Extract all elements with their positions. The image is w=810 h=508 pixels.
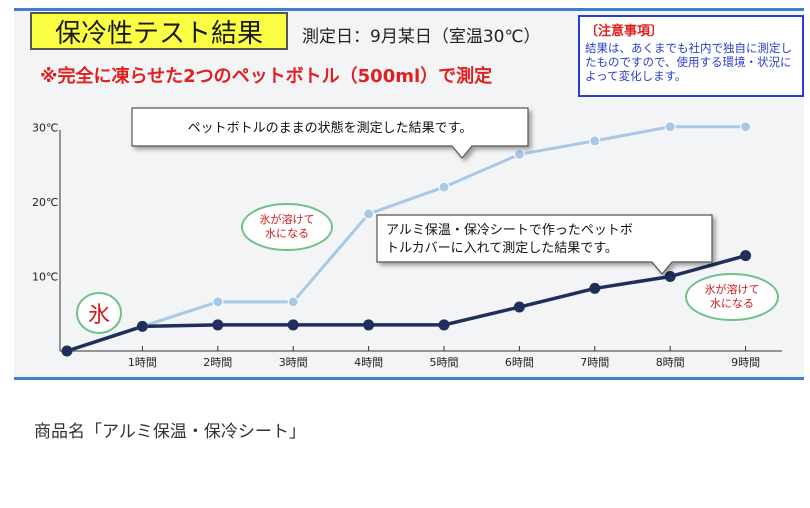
notice-body: 結果は、あくまでも社内で独自に測定したものですので、使用する環境・状況によって変…	[585, 41, 792, 83]
ice-label-bubble	[76, 292, 122, 334]
data-point	[589, 282, 601, 294]
callout-cover-text: アルミ保温・保冷シートで作ったペットボ	[386, 223, 633, 238]
x-tick-label: 9時間	[731, 356, 760, 369]
y-tick-label: 20℃	[32, 196, 58, 209]
data-point	[513, 148, 525, 160]
data-point	[212, 319, 224, 331]
data-point	[740, 121, 752, 133]
data-point	[513, 301, 525, 313]
data-point	[287, 319, 299, 331]
y-tick-label: 30℃	[32, 122, 58, 135]
data-point	[61, 345, 73, 357]
melt-bubble-2	[685, 273, 779, 321]
notice-title: 〔注意事項〕	[585, 24, 664, 39]
chart-subtitle: ※完全に凍らせた2つのペットボトル（500ml）で測定	[40, 66, 493, 87]
data-point	[363, 208, 375, 220]
data-point	[740, 250, 752, 262]
melt-bubble-1-text: 氷が溶けて	[260, 212, 315, 226]
x-tick-label: 8時間	[656, 356, 685, 369]
series-line-1	[66, 125, 746, 353]
data-point	[363, 319, 375, 331]
ice-label: 氷	[88, 303, 110, 328]
data-point	[664, 121, 676, 133]
x-tick-label: 6時間	[505, 356, 534, 369]
chart-title: 保冷性テスト結果	[30, 12, 288, 50]
x-tick-label: 3時間	[279, 356, 308, 369]
data-point	[438, 181, 450, 193]
x-tick-label: 5時間	[430, 356, 459, 369]
chart-title-text: 保冷性テスト結果	[54, 18, 263, 49]
callout-cover-box	[376, 214, 713, 275]
temperature-line-chart: 10℃ 20℃ 30℃ 1時間 2時間 3時間 4時間 5時間 6時間 7時間 8時間 9時間 氷 ペッ…	[32, 107, 782, 369]
melt-bubble-1	[241, 203, 333, 251]
callout-cover-text: トルカバーに入れて測定した結果です。	[386, 241, 618, 256]
callout-bottle-text: ペットボトルのままの状態を測定した結果です。	[188, 120, 473, 136]
x-tick-label: 7時間	[580, 356, 609, 369]
x-tick-label: 4時間	[354, 356, 383, 369]
melt-bubble-1-text: 水になる	[265, 227, 309, 240]
data-point	[438, 319, 450, 331]
data-point	[287, 296, 299, 308]
data-point	[136, 320, 148, 332]
x-tick-label: 2時間	[203, 356, 232, 369]
callout-bottle-box	[131, 107, 529, 159]
series-line-2	[66, 253, 747, 353]
product-name: 商品名「アルミ保温・保冷シート」	[34, 422, 306, 442]
data-point	[212, 296, 224, 308]
notice-box: 〔注意事項〕 結果は、あくまでも社内で独自に測定したものですので、使用する環境・…	[578, 15, 804, 97]
data-point	[589, 135, 601, 147]
melt-bubble-2-text: 氷が溶けて	[705, 282, 760, 296]
measurement-date: 測定日：9月某日（室温30℃）	[302, 27, 541, 47]
y-tick-label: 10℃	[32, 271, 58, 284]
x-tick-label: 1時間	[128, 356, 157, 369]
data-point	[664, 271, 676, 282]
melt-bubble-2-text: 水になる	[710, 297, 754, 310]
